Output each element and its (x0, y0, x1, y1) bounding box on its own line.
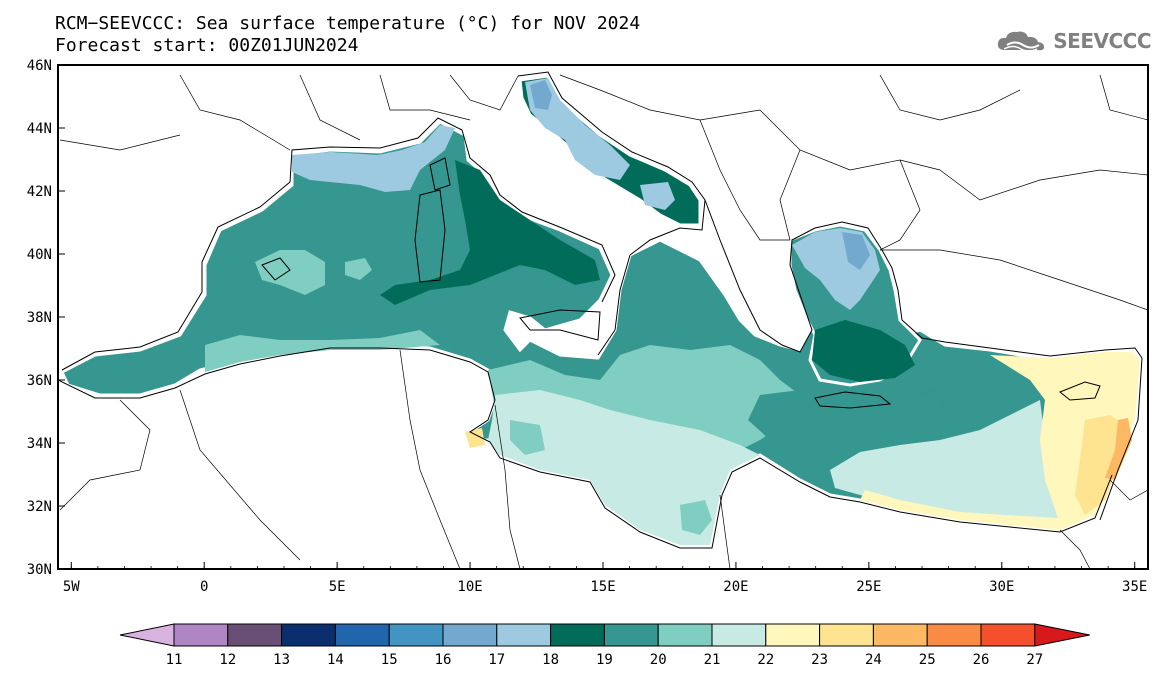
algerian-coast-band (205, 330, 440, 372)
coastlines (58, 71, 1143, 549)
country-borders (59, 74, 1148, 569)
colorbar-label: 16 (435, 652, 452, 668)
colorbar-over-triangle (1034, 623, 1090, 647)
levantine-cool-tongue (748, 390, 945, 470)
colorbar-box (872, 623, 928, 647)
colorbar-box (765, 623, 821, 647)
sea-fields (60, 74, 1142, 547)
lon-tick-label: 30E (989, 579, 1014, 595)
lat-tick-label: 30N (27, 562, 52, 578)
libyan-coast-patch (680, 500, 712, 535)
lat-tick-label: 46N (27, 58, 52, 74)
colorbar-box (819, 623, 874, 647)
colorbar-label: 18 (542, 652, 559, 668)
lon-tick-label: 0 (200, 579, 208, 595)
colorbar-box (334, 623, 390, 647)
coastline-europe (61, 117, 616, 371)
levantine-light (830, 400, 1060, 520)
lon-tick-label: 25E (856, 579, 881, 595)
colorbar-label: 11 (166, 652, 183, 668)
south-aegean-core (812, 320, 915, 382)
coastline-sicily (519, 309, 601, 341)
colorbar-label: 14 (327, 652, 344, 668)
levantine-warm (860, 352, 1140, 530)
lat-tick-label: 32N (27, 499, 52, 515)
coastline-balkans (704, 199, 1143, 359)
lon-tick-label: 5W (63, 579, 80, 595)
coastline-crete (814, 391, 892, 409)
colorbar-label: 21 (704, 652, 721, 668)
colorbar-label: 25 (919, 652, 936, 668)
colorbar-boxes (119, 623, 1090, 647)
colorbar-label: 26 (973, 652, 990, 668)
colorbar-label: 12 (219, 652, 236, 668)
lat-tick-label: 42N (27, 184, 52, 200)
north-adriatic-cool (525, 78, 630, 180)
lon-tick-label: 5E (329, 579, 346, 595)
colorbar-label: 15 (381, 652, 398, 668)
lat-tick-label: 38N (27, 310, 52, 326)
colorbar-label: 23 (811, 652, 828, 668)
colorbar-box (442, 623, 498, 647)
lon-tick-label: 35E (1122, 579, 1147, 595)
lat-tick-label: 40N (27, 247, 52, 263)
levantine-hot (1075, 415, 1125, 515)
colorbar-label: 17 (488, 652, 505, 668)
colorbar-box (980, 623, 1036, 647)
colorbar-box (657, 623, 713, 647)
lon-tick-label: 10E (457, 579, 482, 595)
seevccc-logo: SEEVCCC (995, 28, 1151, 54)
coastline-cyprus (1059, 381, 1101, 401)
coastline-north-africa (58, 347, 1113, 549)
lat-tick-label: 44N (27, 121, 52, 137)
forecast-start-label: Forecast start: 00Z01JUN2024 (55, 35, 359, 56)
colorbar-box (496, 623, 552, 647)
north-adriatic-core (530, 80, 552, 110)
longitude-axis: 5W 0 5E 10E 15E 20E 25E 30E 35E (63, 562, 1147, 595)
colorbar-box (711, 623, 767, 647)
coastline-italy-east (517, 71, 706, 356)
coastline-sardinia (414, 189, 446, 283)
colorbar-labels: 11 12 13 14 15 16 17 18 19 20 21 22 23 24 25 26 27 (166, 652, 1044, 668)
colorbar-box (227, 623, 283, 647)
colorbar-label: 27 (1026, 652, 1043, 668)
tunisian-patch (510, 420, 545, 455)
sardinia-south-patch (345, 258, 372, 280)
ligurian-cool (292, 125, 455, 192)
tyrrhenian-core (380, 160, 600, 305)
gabes-warm (465, 428, 485, 448)
colorbar-label: 19 (596, 652, 613, 668)
lon-tick-label: 15E (590, 579, 615, 595)
coastline-corsica (429, 157, 451, 191)
cloud-icon (998, 31, 1045, 52)
colorbar-box (926, 623, 982, 647)
colorbar-box (603, 623, 659, 647)
colorbar-label: 13 (273, 652, 290, 668)
colorbar-box (550, 623, 605, 647)
colorbar-label: 22 (757, 652, 774, 668)
colorbar-label: 20 (650, 652, 667, 668)
israel-coast-hot (1105, 418, 1132, 480)
coastline-levant (1099, 357, 1143, 521)
latitude-axis: 46N 44N 42N 40N 38N 36N 34N 32N 30N (27, 58, 65, 578)
lon-tick-label: 20E (723, 579, 748, 595)
lat-tick-label: 36N (27, 373, 52, 389)
lat-tick-label: 34N (27, 436, 52, 452)
colorbar-under-triangle (119, 623, 175, 647)
colorbar-box (281, 623, 336, 647)
adriatic-cool-patch (640, 182, 675, 210)
north-aegean-core (842, 232, 870, 270)
colorbar-box (173, 623, 229, 647)
chart-title: RCM−SEEVCCC: Sea surface temperature (°C… (55, 13, 641, 34)
coastline-mallorca (261, 257, 291, 281)
logo-text: SEEVCCC (1053, 29, 1151, 53)
colorbar-box (388, 623, 444, 647)
colorbar-label: 24 (865, 652, 882, 668)
